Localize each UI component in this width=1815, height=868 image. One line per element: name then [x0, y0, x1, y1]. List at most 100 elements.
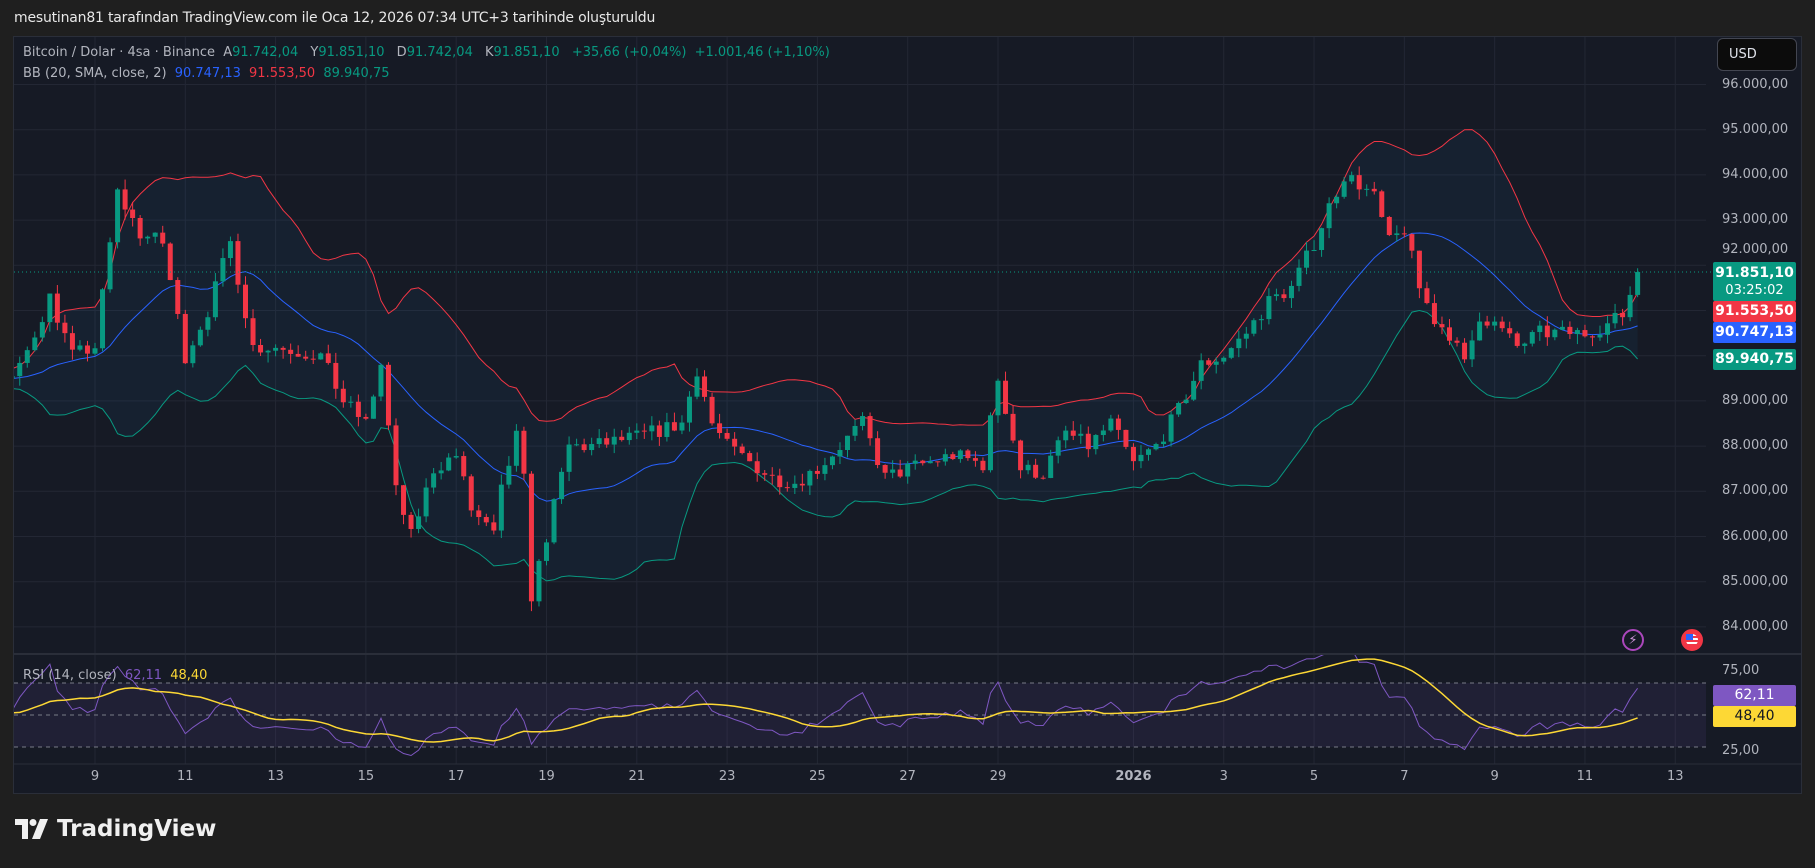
candle: [145, 235, 151, 244]
candle: [694, 368, 700, 400]
candle: [1559, 320, 1565, 331]
candle-body: [950, 454, 956, 460]
candle: [792, 475, 798, 494]
symbol-title[interactable]: Bitcoin / Dolar · 4sa · Binance: [23, 45, 216, 60]
candle-body: [1394, 233, 1400, 236]
price-axis-label: 84.000,00: [1722, 618, 1789, 634]
candle-body: [416, 516, 422, 529]
candle: [92, 342, 98, 356]
bb-basis-value: 90.747,13: [174, 66, 241, 81]
us-flag-icon[interactable]: [1681, 629, 1703, 651]
candle: [626, 426, 632, 445]
time-axis-label: 29: [989, 769, 1007, 784]
candle: [596, 429, 602, 448]
candle-body: [1559, 326, 1565, 330]
candle: [641, 423, 647, 439]
candle-body: [1409, 234, 1415, 251]
candle-body: [408, 514, 414, 529]
candle: [1040, 475, 1046, 480]
candle-body: [212, 281, 218, 318]
candle: [521, 426, 527, 481]
candle-body: [920, 460, 926, 464]
candle: [1492, 316, 1498, 331]
candle-body: [566, 444, 572, 472]
candle: [927, 456, 933, 464]
candle-body: [1484, 321, 1490, 326]
candle: [122, 179, 128, 220]
candle: [905, 461, 911, 484]
candle: [152, 232, 158, 244]
candle: [363, 413, 369, 421]
candle: [1552, 328, 1558, 341]
candle-body: [619, 436, 625, 441]
candle-body: [385, 364, 391, 426]
candle: [325, 344, 331, 365]
candle: [1319, 227, 1325, 257]
tradingview-logo[interactable]: TradingView: [15, 816, 216, 842]
candle: [1605, 315, 1611, 344]
candles: [14, 166, 1641, 612]
candle-body: [1304, 250, 1310, 268]
candle: [1537, 320, 1543, 341]
rsi-axis-25: 25,00: [1722, 743, 1760, 758]
rsi-legend[interactable]: RSI (14, close) 62,11 48,40: [23, 668, 211, 683]
candle-body: [1605, 323, 1611, 335]
candle: [1093, 434, 1099, 455]
candle-body: [732, 438, 738, 447]
bb-lower-line: [14, 309, 1638, 582]
low-label: D: [396, 45, 407, 60]
candle-body: [1635, 272, 1641, 295]
candle-body: [491, 522, 497, 531]
candle: [1522, 342, 1528, 354]
bb-legend[interactable]: BB (20, SMA, close, 2) 90.747,13 91.553,…: [23, 66, 394, 81]
candle-body: [1589, 336, 1595, 338]
time-axis-label: 13: [267, 769, 284, 784]
open-label: A: [223, 45, 233, 60]
candle: [250, 309, 256, 352]
candle: [1379, 189, 1385, 218]
candle: [1176, 401, 1182, 417]
candle: [1251, 318, 1257, 337]
candle: [1221, 356, 1227, 365]
candle-body: [544, 542, 549, 561]
lightning-icon[interactable]: ⚡: [1622, 629, 1644, 651]
candle: [205, 311, 211, 337]
currency-button[interactable]: USD: [1717, 38, 1797, 71]
candle: [1108, 414, 1114, 433]
candle-body: [717, 423, 723, 434]
price-axis-label: 88.000,00: [1722, 438, 1789, 454]
candle-body: [762, 473, 768, 475]
candle: [777, 468, 783, 495]
candle-body: [84, 345, 90, 354]
price-axis-label: 87.000,00: [1722, 483, 1789, 499]
candle: [265, 349, 271, 363]
candle: [1401, 226, 1407, 238]
candle-body: [664, 422, 670, 437]
candle: [1499, 316, 1505, 332]
candle-body: [1138, 454, 1144, 462]
candle: [1003, 371, 1009, 415]
candle: [1033, 458, 1039, 479]
candle: [1620, 308, 1626, 326]
candle: [115, 187, 121, 249]
candle-body: [288, 349, 294, 354]
candle-body: [589, 444, 595, 451]
candle-body: [401, 485, 407, 515]
candle: [1627, 286, 1633, 322]
candle-body: [1431, 303, 1437, 325]
candle: [69, 325, 75, 360]
candle: [604, 432, 610, 448]
price-axis-label: 95.000,00: [1722, 121, 1789, 137]
candle: [664, 412, 670, 442]
candle-body: [1537, 325, 1543, 333]
candle-body: [784, 487, 790, 489]
rsi-line: [14, 655, 1639, 757]
candle: [370, 394, 376, 419]
bb-upper-line: [14, 129, 1639, 426]
candle: [506, 456, 512, 489]
candle-body: [1364, 188, 1370, 190]
candle-body: [69, 333, 75, 350]
candle: [137, 215, 143, 246]
candle-body: [333, 362, 339, 389]
